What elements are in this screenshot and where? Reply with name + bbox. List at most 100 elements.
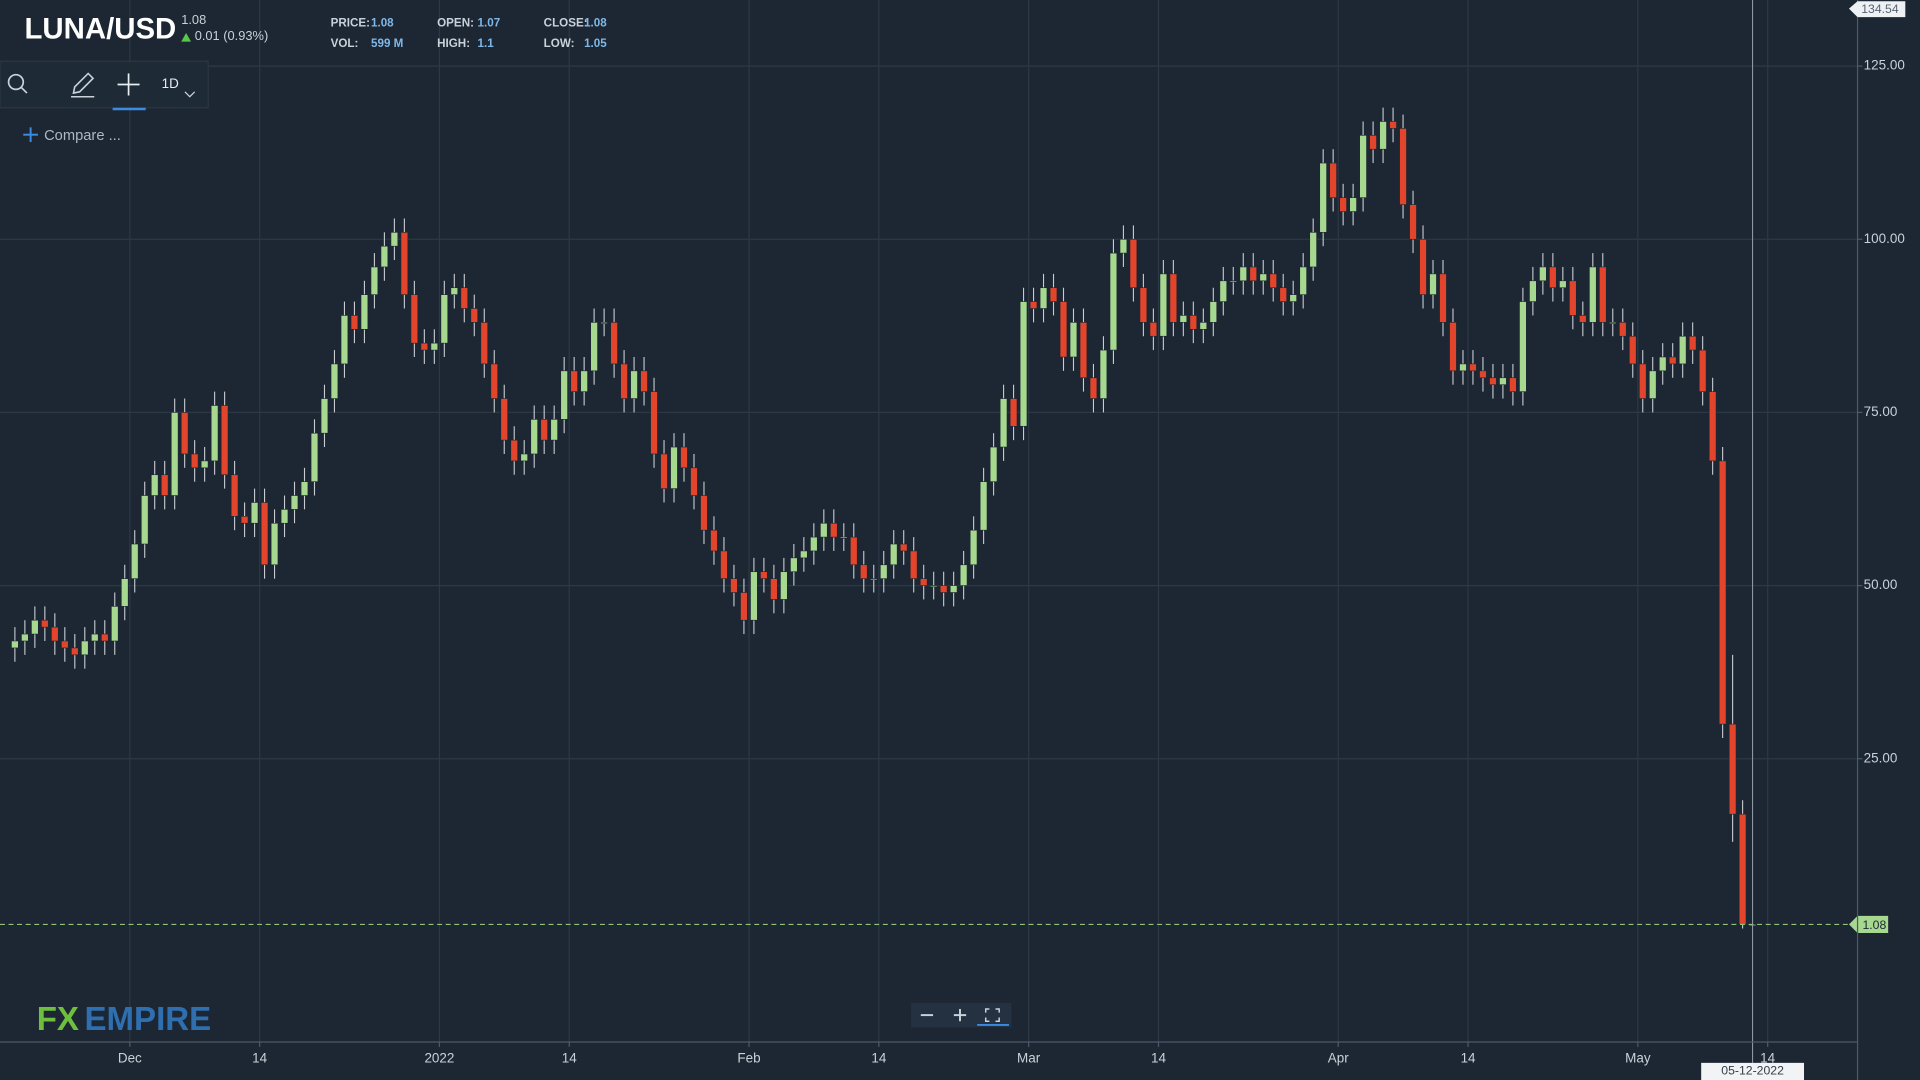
candle-body	[939, 585, 948, 593]
candle-body	[1658, 356, 1667, 372]
last-price-box	[1848, 915, 1889, 933]
candle-body	[1499, 377, 1507, 386]
candle-body	[360, 294, 369, 330]
candle-body	[1219, 280, 1228, 302]
candle-body	[710, 529, 718, 552]
x-tick-label: 14	[1760, 1051, 1775, 1066]
candle-body	[1139, 287, 1148, 323]
candle-body	[999, 398, 1008, 448]
candle-body	[91, 633, 99, 642]
logo-empire: EMPIRE	[84, 1001, 211, 1038]
candle-body	[140, 495, 149, 545]
stat-label: HIGH:	[437, 37, 470, 50]
candle-body	[400, 232, 409, 295]
candle-body	[410, 294, 419, 344]
candle-body	[929, 585, 938, 588]
candle-body	[1668, 356, 1677, 365]
zoom-in-button[interactable]	[953, 1008, 967, 1022]
y-tick-label: 25.00	[1864, 750, 1898, 765]
candle-body	[340, 315, 349, 365]
search-button[interactable]	[7, 73, 28, 94]
candle-body	[1539, 266, 1547, 282]
candle-body	[470, 308, 479, 323]
candle-body	[1698, 349, 1707, 392]
candle-body	[270, 522, 279, 566]
candle-body	[1429, 273, 1437, 295]
candle-body	[620, 363, 628, 399]
candle-body	[1129, 238, 1138, 289]
candles	[11, 107, 1757, 929]
interval-button[interactable]: 1D	[162, 76, 196, 98]
candle-body	[660, 453, 668, 489]
candle-body	[390, 232, 399, 247]
candle-body	[1239, 266, 1247, 282]
candle-body	[540, 419, 548, 441]
candle-body	[640, 370, 648, 392]
crosshair-label-box	[1701, 1062, 1805, 1080]
candle-body	[180, 412, 189, 455]
candle-body	[1529, 280, 1537, 302]
last-price-label: 1.08	[1862, 918, 1886, 932]
candle-body	[1169, 273, 1178, 323]
candle-body	[580, 370, 588, 392]
candle-body	[780, 571, 788, 600]
candle-body	[31, 619, 39, 635]
candle-body	[310, 432, 319, 482]
header-change: 0.01 (0.93%)	[195, 28, 269, 43]
stat-label: OPEN:	[437, 16, 474, 29]
candle-body	[280, 509, 289, 524]
candle-body	[740, 592, 748, 621]
candle-body	[1489, 377, 1497, 386]
candle-body	[730, 578, 738, 593]
fullscreen-button[interactable]	[977, 1008, 1009, 1026]
candle-body	[1629, 335, 1637, 365]
candle-body	[989, 446, 998, 482]
candle-body	[370, 266, 379, 295]
stat-label: VOL:	[331, 37, 359, 50]
candle-body	[1389, 121, 1397, 129]
candle-body	[81, 640, 89, 656]
stat-value: 599 M	[371, 37, 403, 50]
candle-body	[1159, 273, 1168, 337]
y-tick-label: 125.00	[1864, 58, 1905, 73]
candle-body	[1688, 335, 1697, 351]
candle-body	[590, 322, 598, 372]
candle-body	[260, 502, 269, 566]
candle-body	[1289, 294, 1297, 302]
candle-body	[530, 419, 538, 455]
candle-body	[1069, 322, 1078, 358]
draw-button[interactable]	[71, 72, 95, 98]
candle-body	[420, 342, 429, 351]
candle-body	[1379, 121, 1387, 150]
candle-body	[880, 564, 888, 579]
candle-body	[870, 578, 878, 581]
grid	[0, 0, 1858, 1043]
candle-body	[1179, 315, 1188, 323]
y-tick-label: 75.00	[1864, 404, 1898, 419]
candle-body	[560, 370, 568, 420]
candle-body	[1079, 322, 1088, 379]
candle-body	[1609, 322, 1617, 324]
candle-body	[1648, 370, 1657, 399]
x-tick-label: Dec	[118, 1051, 142, 1066]
compare-button[interactable]: Compare ...	[23, 127, 121, 144]
candle-body	[1639, 363, 1647, 399]
candle-body	[1089, 377, 1098, 399]
candle-body	[121, 578, 129, 607]
candle-body	[1189, 315, 1198, 330]
candle-body	[680, 446, 688, 469]
stat-label: PRICE:	[331, 16, 370, 29]
candle-body	[1199, 322, 1208, 330]
candle-body	[170, 412, 179, 496]
crosshair-button[interactable]	[112, 73, 146, 111]
candle-body	[1419, 238, 1427, 295]
candle-body	[949, 585, 958, 593]
x-tick-label: 14	[1151, 1051, 1166, 1066]
candle-body	[1728, 723, 1737, 815]
candle-body	[230, 474, 239, 517]
candle-body	[160, 474, 169, 496]
candle-body	[840, 536, 848, 539]
candle-body	[1229, 280, 1238, 283]
candle-body	[210, 405, 219, 462]
